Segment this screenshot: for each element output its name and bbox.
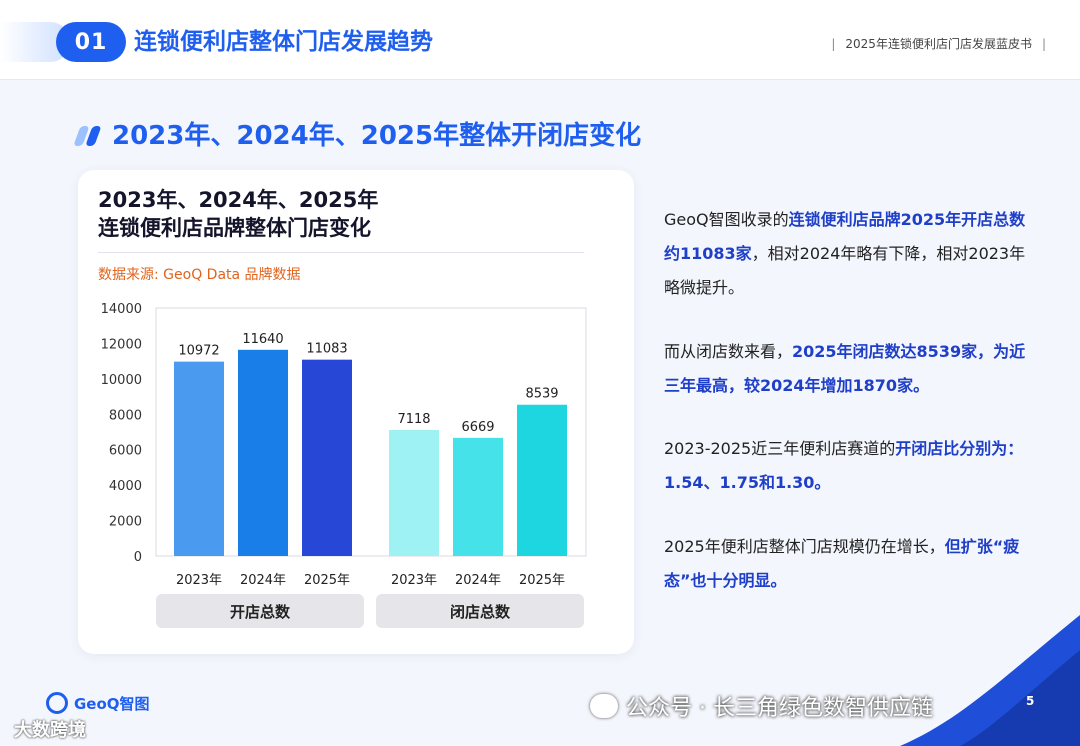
x-tick-label: 2024年: [240, 573, 286, 588]
data-label: 7118: [397, 412, 430, 427]
p1-highlight: 连锁便利店品牌2025年开店总数约11083家: [664, 210, 1026, 263]
watermark-right: 公众号 · 长三角绿色数智供应链: [590, 690, 933, 722]
card-divider: [98, 252, 584, 253]
y-tick-label: 8000: [109, 408, 142, 423]
logo-icon: [46, 692, 68, 714]
y-tick-label: 10000: [101, 373, 142, 388]
bar: [238, 349, 288, 556]
bar: [302, 359, 352, 556]
bar: [389, 429, 439, 556]
group-label-open: 开店总数: [156, 594, 364, 628]
logo-text: GeoQ智图: [74, 694, 150, 713]
data-label: 8539: [525, 387, 558, 402]
y-tick-label: 4000: [109, 479, 142, 494]
y-tick-label: 12000: [101, 337, 142, 352]
section-title: 2023年、2024年、2025年整体开闭店变化: [112, 121, 642, 151]
geoq-logo: GeoQ智图: [46, 690, 150, 716]
separator-left: |: [831, 37, 836, 51]
data-label: 11640: [242, 332, 283, 347]
paragraph-4: 2025年便利店整体门店规模仍在增长，但扩张“疲态”也十分明显。: [664, 530, 1036, 598]
watermark-left: 大数跨境: [14, 720, 86, 741]
x-tick-label: 2024年: [455, 573, 501, 588]
paragraph-3: 2023-2025近三年便利店赛道的开闭店比分别为：1.54、1.75和1.30…: [664, 432, 1036, 500]
y-tick-label: 0: [134, 550, 142, 565]
plot-frame: [155, 307, 587, 557]
y-tick-label: 6000: [109, 444, 142, 459]
chart-card: 2023年、2024年、2025年 连锁便利店品牌整体门店变化 数据来源: Ge…: [78, 170, 634, 654]
slash-icon: [74, 126, 101, 146]
y-tick-label: 14000: [101, 302, 142, 317]
wechat-icon: [590, 694, 618, 718]
bar: [517, 404, 567, 556]
chart-title-line2: 连锁便利店品牌整体门店变化: [98, 216, 371, 240]
p4-text-a: 2025年便利店整体门店规模仍在增长，: [664, 537, 945, 556]
x-tick-label: 2023年: [176, 573, 222, 588]
paragraph-1: GeoQ智图收录的连锁便利店品牌2025年开店总数约11083家，相对2024年…: [664, 203, 1036, 305]
page-number: 5: [1026, 694, 1035, 708]
group-label-close: 闭店总数: [376, 594, 584, 628]
data-label: 10972: [178, 344, 219, 359]
p3-highlight: 开闭店比分别为：1.54、1.75和1.30。: [664, 439, 1024, 492]
data-source: 数据来源: GeoQ Data 品牌数据: [98, 267, 301, 283]
paragraph-2: 而从闭店数来看，2025年闭店数达8539家，为近三年最高，较2024年增加18…: [664, 335, 1036, 403]
separator-right: |: [1041, 37, 1046, 51]
report-name-text: 2025年连锁便利店门店发展蓝皮书: [845, 37, 1032, 51]
page-header: 01 连锁便利店整体门店发展趋势 | 2025年连锁便利店门店发展蓝皮书 |: [0, 0, 1080, 80]
x-tick-label: 2023年: [391, 573, 437, 588]
p2-text-a: 而从闭店数来看，: [664, 342, 793, 361]
p1-text-b: ，相对2024年略有下降，相对2023年略微提升。: [664, 244, 1026, 297]
section-number-badge: 01: [56, 22, 126, 62]
report-name: | 2025年连锁便利店门店发展蓝皮书 |: [821, 32, 1056, 56]
p2-highlight: 2025年闭店数达8539家，为近三年最高，较2024年增加1870家。: [664, 342, 1026, 395]
bar: [453, 437, 503, 556]
bar: [174, 361, 224, 556]
y-tick-label: 2000: [109, 515, 142, 530]
p4-highlight: 但扩张“疲态”也十分明显。: [664, 537, 1020, 590]
data-label: 11083: [306, 342, 347, 357]
header-title: 连锁便利店整体门店发展趋势: [134, 29, 433, 55]
p1-text-a: GeoQ智图收录的: [664, 210, 789, 229]
watermark-right-text: 公众号 · 长三角绿色数智供应链: [626, 696, 933, 721]
x-tick-label: 2025年: [519, 573, 565, 588]
data-label: 6669: [461, 420, 494, 435]
chart-title: 2023年、2024年、2025年 连锁便利店品牌整体门店变化: [98, 186, 498, 242]
chart-title-line1: 2023年、2024年、2025年: [98, 188, 379, 212]
x-tick-label: 2025年: [304, 573, 350, 588]
bar-chart: 0 2000 4000 6000 8000 10000 12000 14000 10972 202…: [101, 302, 587, 588]
p3-text-a: 2023-2025近三年便利店赛道的: [664, 439, 896, 458]
